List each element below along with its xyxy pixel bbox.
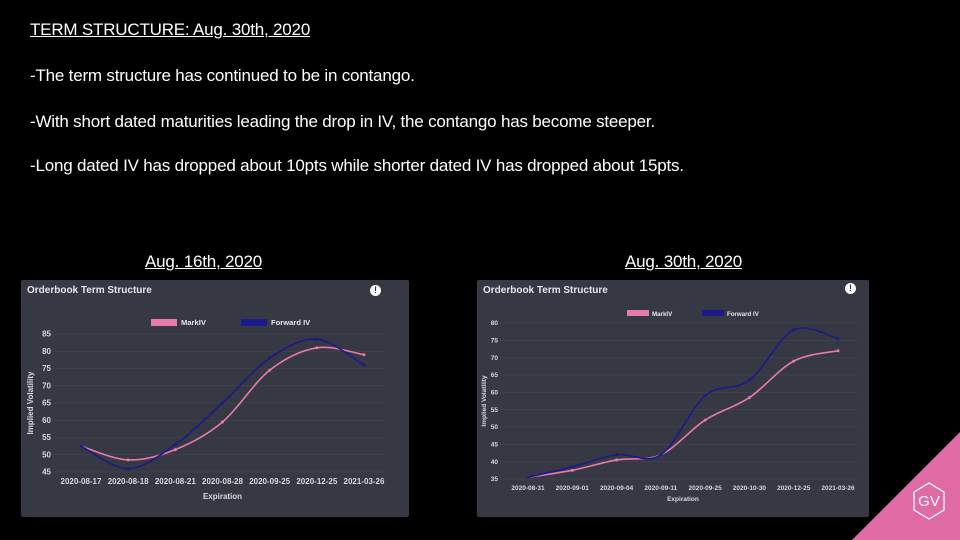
chart-panel-aug16: Orderbook Term Structure ! 45 50 55 60 65 70 7…	[21, 280, 409, 517]
y-axis-title: Implied Volatility	[481, 375, 488, 427]
bullet-short-dated: -With short dated maturities leading the…	[30, 112, 655, 131]
legend-label: Forward IV	[271, 318, 311, 327]
x-tick-label: 2020-12-25	[296, 477, 337, 486]
x-tick-label: 2020-09-04	[600, 485, 634, 492]
chart-svg-aug30: 35 40 45 50 55 60 65 70 75 80 2020-08-31 2020-09-01…	[481, 310, 858, 503]
x-tick-label: 2021-03-26	[344, 477, 385, 486]
hexagon-icon	[913, 482, 945, 520]
y-tick-label: 35	[491, 476, 499, 483]
y-tick-label: 40	[491, 459, 499, 466]
y-tick-label: 70	[491, 355, 499, 362]
x-axis-title: Expiration	[667, 496, 699, 503]
chart-panel-aug30: Orderbook Term Structure ! 35 40 45 50 55 60 6…	[477, 280, 869, 517]
chart-svg-aug16: 45 50 55 60 65 70 75 80 85 2020-08-17 2020-08-18 20…	[26, 318, 385, 501]
y-tick-label: 60	[42, 416, 51, 425]
data-point	[747, 378, 751, 382]
legend-label: Forward IV	[727, 311, 760, 318]
logo-text: GV	[918, 493, 940, 510]
data-point	[79, 444, 83, 448]
bullet-contango: -The term structure has continued to be …	[30, 66, 415, 85]
y-tick-label: 65	[42, 399, 51, 408]
legend-label: MarkIV	[181, 318, 207, 327]
x-tick-label: 2020-09-11	[644, 485, 677, 492]
data-point	[792, 359, 796, 363]
data-point	[526, 475, 530, 479]
y-tick-label: 55	[42, 433, 51, 442]
y-tick-label: 70	[42, 381, 51, 390]
data-point	[836, 349, 840, 353]
chart-caption-aug30: Aug. 30th, 2020	[625, 252, 743, 271]
corner-triangle-shape	[852, 432, 960, 540]
data-point	[836, 337, 840, 341]
y-tick-label: 75	[491, 338, 499, 345]
series-line-markiv	[527, 349, 839, 479]
y-tick-label: 55	[491, 407, 499, 414]
y-tick-label: 50	[42, 450, 51, 459]
data-point	[126, 467, 130, 471]
y-tick-label: 50	[491, 424, 499, 431]
x-axis-title: Expiration	[203, 492, 242, 501]
data-point	[126, 458, 130, 462]
data-point	[703, 394, 707, 398]
data-point	[703, 418, 707, 422]
y-tick-label: 45	[42, 468, 51, 477]
legend-label: MarkIV	[652, 311, 673, 318]
x-tick-label: 2021-03-26	[821, 485, 855, 492]
legend-swatch	[627, 310, 649, 316]
data-point	[362, 353, 366, 357]
y-tick-label: 60	[491, 390, 499, 397]
data-point	[570, 468, 574, 472]
legend-swatch	[151, 319, 177, 326]
info-icon[interactable]: !	[370, 285, 381, 296]
data-point	[268, 368, 272, 372]
y-tick-label: 80	[491, 320, 499, 327]
y-tick-label: 65	[491, 372, 499, 379]
panel-title: Orderbook Term Structure	[27, 285, 152, 296]
slide-title: TERM STRUCTURE: Aug. 30th, 2020	[30, 20, 311, 39]
gv-logo: GV	[852, 432, 960, 540]
data-point	[173, 448, 177, 452]
x-tick-label: 2020-08-17	[61, 477, 102, 486]
legend-swatch	[241, 319, 267, 326]
data-point	[747, 396, 751, 400]
x-tick-label: 2020-08-18	[108, 477, 149, 486]
data-point	[221, 420, 224, 424]
x-tick-label: 2020-12-25	[777, 485, 811, 492]
data-point	[362, 363, 366, 367]
series-line-forward-iv	[527, 327, 839, 479]
x-tick-label: 2020-08-21	[155, 477, 196, 486]
x-tick-label: 2020-09-01	[556, 485, 590, 492]
data-point	[173, 442, 177, 446]
x-tick-label: 2020-08-28	[202, 477, 243, 486]
data-point	[570, 465, 574, 469]
x-tick-label: 2020-08-31	[511, 485, 545, 492]
x-tick-label: 2020-09-25	[249, 477, 290, 486]
data-point	[221, 401, 224, 405]
data-point	[615, 453, 619, 457]
data-point	[315, 346, 319, 350]
data-point	[659, 453, 663, 457]
chart-caption-aug16: Aug. 16th, 2020	[145, 252, 263, 271]
y-tick-label: 75	[42, 364, 51, 373]
x-tick-label: 2020-10-30	[733, 485, 767, 492]
legend-swatch	[702, 310, 724, 316]
y-tick-label: 85	[42, 330, 51, 339]
x-tick-label: 2020-09-25	[689, 485, 723, 492]
data-point	[792, 328, 796, 332]
panel-title: Orderbook Term Structure	[483, 285, 608, 296]
y-tick-label: 45	[491, 442, 499, 449]
data-point	[268, 356, 272, 360]
bullet-long-dated: -Long dated IV has dropped about 10pts w…	[30, 156, 684, 175]
info-icon[interactable]: !	[845, 283, 856, 294]
y-axis-title: Implied Volatility	[26, 371, 35, 435]
y-tick-label: 80	[42, 347, 51, 356]
data-point	[315, 337, 319, 341]
data-point	[615, 458, 619, 462]
